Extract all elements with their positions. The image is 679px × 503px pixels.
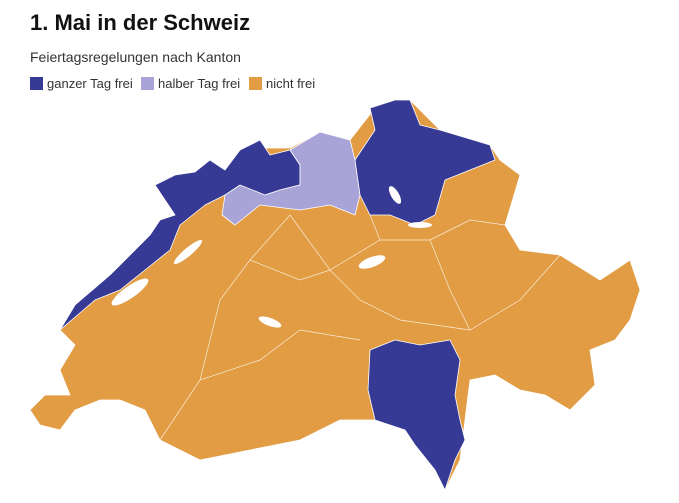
legend-label: ganzer Tag frei [47,76,133,91]
lake [173,240,203,264]
legend-label: halber Tag frei [158,76,240,91]
lake [408,222,432,228]
region-full-day [367,339,466,491]
canton-border [159,214,561,441]
legend-swatch [249,77,262,90]
lake [111,278,149,306]
lake [258,316,282,328]
legend: ganzer Tag frei halber Tag frei nicht frei [30,76,315,91]
region-half-day [221,131,361,226]
lake [358,255,386,269]
legend-label: nicht frei [266,76,315,91]
legend-swatch [30,77,43,90]
legend-swatch [141,77,154,90]
map [29,99,641,491]
subtitle: Feiertagsregelungen nach Kanton [30,49,241,65]
lake [388,186,402,204]
title: 1. Mai in der Schweiz [30,10,250,35]
